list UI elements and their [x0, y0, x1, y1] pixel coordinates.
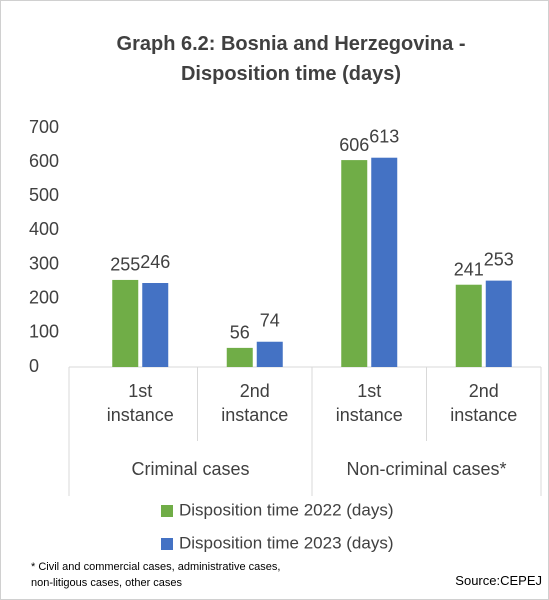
bar [341, 160, 368, 367]
y-tick-label: 700 [29, 117, 59, 137]
group-label: Criminal cases [131, 459, 250, 479]
footnote: * Civil and commercial cases, administra… [31, 561, 281, 589]
value-label: 255 [110, 255, 140, 275]
group-label: Non-criminal cases* [346, 459, 507, 479]
y-tick-label: 200 [29, 287, 59, 307]
value-label: 246 [140, 252, 170, 272]
legend-label: Disposition time 2023 (days) [179, 533, 393, 552]
value-label: 74 [260, 310, 280, 330]
y-tick-label: 400 [29, 219, 59, 239]
value-label: 56 [230, 323, 250, 343]
y-tick-label: 600 [29, 151, 59, 171]
x-tick-label: 1st instance [106, 381, 174, 425]
bar [142, 283, 169, 367]
y-tick-label: 100 [29, 322, 59, 342]
bar [226, 347, 253, 367]
x-tick-label: 2nd instance [450, 381, 518, 425]
y-tick-label: 500 [29, 185, 59, 205]
value-label: 253 [484, 249, 514, 269]
legend-label: Disposition time 2022 (days) [179, 500, 393, 519]
value-label: 613 [369, 126, 399, 146]
y-tick-label: 0 [29, 356, 39, 376]
bar [256, 341, 283, 367]
legend-swatch [161, 505, 173, 517]
bar [485, 280, 512, 367]
y-tick-label: 300 [29, 253, 59, 273]
bar [112, 279, 139, 367]
x-tick-label: 2nd instance [221, 381, 289, 425]
source: Source:CEPEJ [455, 573, 542, 588]
legend-swatch [161, 538, 173, 550]
bar [455, 284, 482, 367]
value-label: 606 [339, 135, 369, 155]
bar [371, 157, 398, 367]
chart-title: Graph 6.2: Bosnia and Herzegovina - Disp… [116, 33, 466, 85]
x-tick-label: 1st instance [335, 381, 403, 425]
value-label: 241 [454, 259, 484, 279]
